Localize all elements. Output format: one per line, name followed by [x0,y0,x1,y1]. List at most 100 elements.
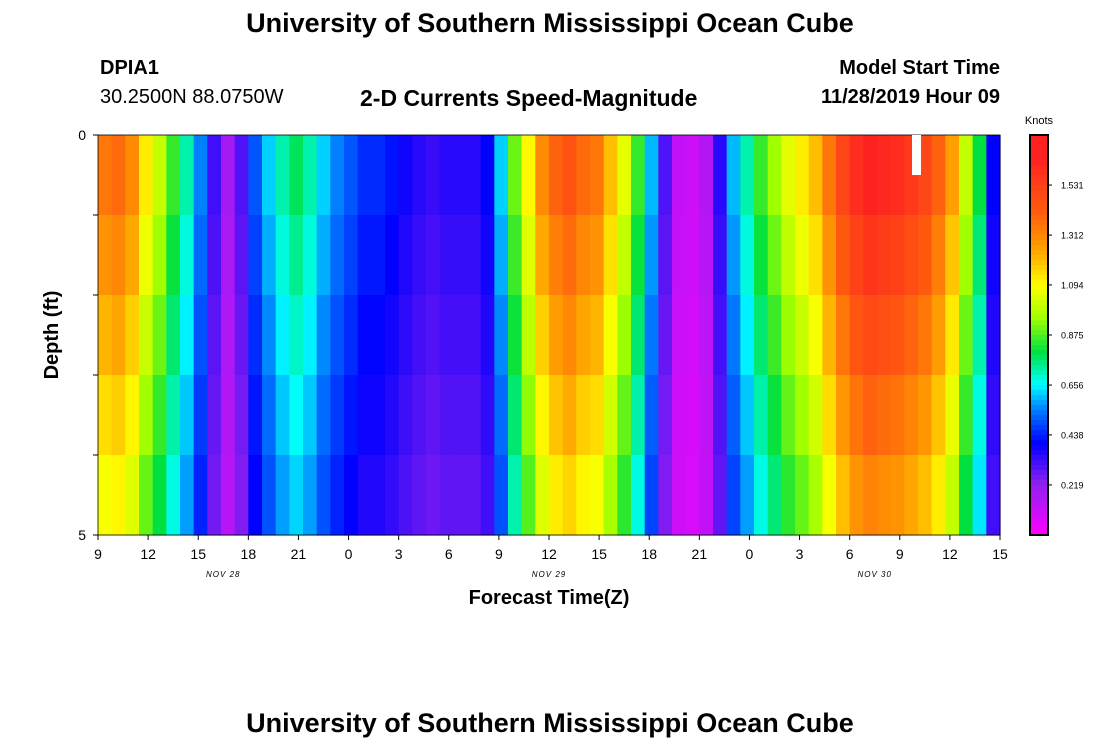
x-tick-label: 15 [190,546,206,562]
heatmap-cell [849,375,864,456]
colorbar-segment [1030,275,1048,281]
colorbar-segment [1030,165,1048,171]
heatmap-cell [234,375,249,456]
heatmap-cell [152,135,167,216]
x-axis-title: Forecast Time(Z) [469,587,630,609]
x-tick-label: 15 [992,546,1008,562]
heatmap-cell [344,215,359,296]
heatmap-cell [508,375,523,456]
colorbar-segment [1030,440,1048,446]
colorbar-tick-label: 0.219 [1061,480,1084,490]
heatmap-cell [193,215,208,296]
heatmap-cell [740,375,755,456]
heatmap-cell [248,295,263,376]
heatmap-cell [139,455,154,536]
heatmap-cell [275,215,290,296]
heatmap-cell [508,215,523,296]
heatmap-cell [767,455,782,536]
heatmap-cell [562,215,577,296]
colorbar-segment [1030,385,1048,391]
heatmap-cell [740,135,755,216]
heatmap-cell [644,375,659,456]
heatmap-cell [549,135,564,216]
colorbar: Knots 1.531 1.312 1.094 0.875 0.656 0.438 0.219 [1025,115,1084,536]
heatmap-cell [781,295,796,376]
heatmap-cell [549,455,564,536]
heatmap-cell [426,375,441,456]
station-coordinates: 30.2500N 88.0750W [100,86,284,108]
heatmap-cell [98,455,113,536]
heatmap-cell [767,215,782,296]
heatmap-cell [767,295,782,376]
model-start-value: 11/28/2019 Hour 09 [820,86,1000,108]
colorbar-segment [1030,515,1048,521]
heatmap-cell [658,455,673,536]
x-tick-label: 9 [94,546,102,562]
heatmap-cell [357,455,372,536]
model-start-label: Model Start Time [839,57,1000,79]
heatmap-cell [371,295,386,376]
colorbar-segment [1030,475,1048,481]
heatmap-cell [166,135,181,216]
heatmap-cell [234,215,249,296]
heatmap-cell [890,295,905,376]
colorbar-segment [1030,350,1048,356]
heatmap-cell [672,455,687,536]
heatmap-cell [918,375,933,456]
heatmap-cell [330,215,345,296]
heatmap-cell [180,455,195,536]
heatmap-cell [904,215,919,296]
heatmap-cell [412,215,427,296]
colorbar-segment [1030,280,1048,286]
heatmap-cell [152,215,167,296]
heatmap-cell [467,135,482,216]
colorbar-segment [1030,525,1048,531]
heatmap-cell [877,455,892,536]
heatmap-cell [877,375,892,456]
heatmap-cell [535,375,550,456]
heatmap-cell [808,295,823,376]
heatmap-cell [863,295,878,376]
colorbar-segment [1030,480,1048,486]
heatmap-cell [111,375,126,456]
colorbar-segment [1030,500,1048,506]
heatmap-cell [275,135,290,216]
heatmap-cell [480,215,495,296]
heatmap-cell [918,215,933,296]
x-tick-label: 15 [591,546,607,562]
colorbar-segment [1030,230,1048,236]
heatmap-cell [726,455,741,536]
heatmap-cell [371,455,386,536]
heatmap-cell [357,135,372,216]
heatmap-cell [248,135,263,216]
heatmap-cell [877,215,892,296]
heatmap-cell [576,135,591,216]
heatmap-cell [685,455,700,536]
heatmap-cell [972,455,987,536]
heatmap-cell [959,295,974,376]
colorbar-segment [1030,420,1048,426]
heatmap-cell [193,135,208,216]
heatmap-cell [426,295,441,376]
heatmap-cell [125,375,140,456]
heatmap-cell [180,375,195,456]
colorbar-segment [1030,410,1048,416]
heatmap-cell [371,215,386,296]
heatmap-cell [740,455,755,536]
heatmap-cell [426,135,441,216]
heatmap-cell [398,215,413,296]
colorbar-segment [1030,155,1048,161]
heatmap-cell [795,455,810,536]
heatmap-cell [699,455,714,536]
heatmap-cell [617,295,632,376]
heatmap-cell [617,455,632,536]
heatmap-cell [931,135,946,216]
heatmap-cell [986,295,1001,376]
heatmap-cell [535,135,550,216]
heatmap-cell [699,135,714,216]
y-tick-label: 0 [78,127,86,143]
heatmap-cell [945,295,960,376]
heatmap-cell [590,375,605,456]
heatmap-cell [303,375,318,456]
station-id: DPIA1 [100,57,159,79]
